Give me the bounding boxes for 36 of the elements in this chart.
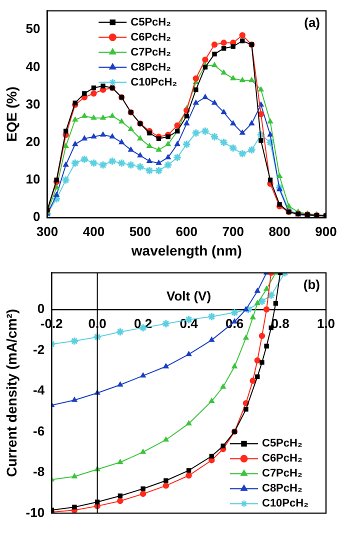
y-axis-title: Current density (mA/cm²) — [3, 308, 20, 478]
x-tick-label: 900 — [315, 224, 337, 239]
y-axis-title: EQE (%) — [3, 86, 20, 142]
y-tick-label: -6 — [33, 423, 45, 438]
annotation: (a) — [304, 14, 320, 30]
x-tick-label: 800 — [268, 224, 290, 239]
annotation: (b) — [303, 276, 320, 292]
y-tick-label: 20 — [26, 134, 40, 149]
x-tick-label: 0.4 — [180, 316, 199, 331]
y-tick-label: 40 — [26, 58, 40, 74]
legend-label: C8PcH₂ — [262, 482, 302, 495]
legend-label: C6PcH₂ — [262, 452, 302, 465]
x-axis-title: wavelength (nm) — [130, 242, 242, 258]
x-tick-label: 300 — [36, 224, 58, 239]
legend-label: C8PcH₂ — [130, 61, 172, 74]
x-tick-label: 700 — [222, 224, 244, 239]
x-tick-label: 600 — [176, 224, 198, 239]
legend-label: C5PcH₂ — [262, 438, 302, 450]
x-tick-label: 500 — [129, 224, 152, 239]
legend-label: C5PcH₂ — [130, 16, 172, 28]
legend-label: C7PcH₂ — [130, 46, 172, 58]
legend-label: C10PcH₂ — [130, 76, 178, 88]
x-axis-title: Volt (V) — [166, 288, 212, 304]
y-tick-label: -8 — [33, 464, 45, 480]
x-tick-label: 400 — [82, 224, 105, 239]
y-tick-label: -10 — [26, 504, 45, 520]
legend-label: C7PcH₂ — [262, 468, 302, 480]
y-tick-label: 0 — [37, 301, 45, 316]
legend-label: C6PcH₂ — [130, 31, 172, 44]
y-tick-label: 50 — [26, 21, 40, 36]
y-tick-label: 10 — [26, 172, 40, 187]
y-tick-label: -2 — [33, 342, 45, 357]
y-tick-label: -4 — [33, 382, 46, 398]
y-tick-label: 30 — [26, 96, 40, 112]
y-tick-label: 0 — [33, 209, 40, 224]
legend-label: C10PcH₂ — [262, 498, 309, 510]
